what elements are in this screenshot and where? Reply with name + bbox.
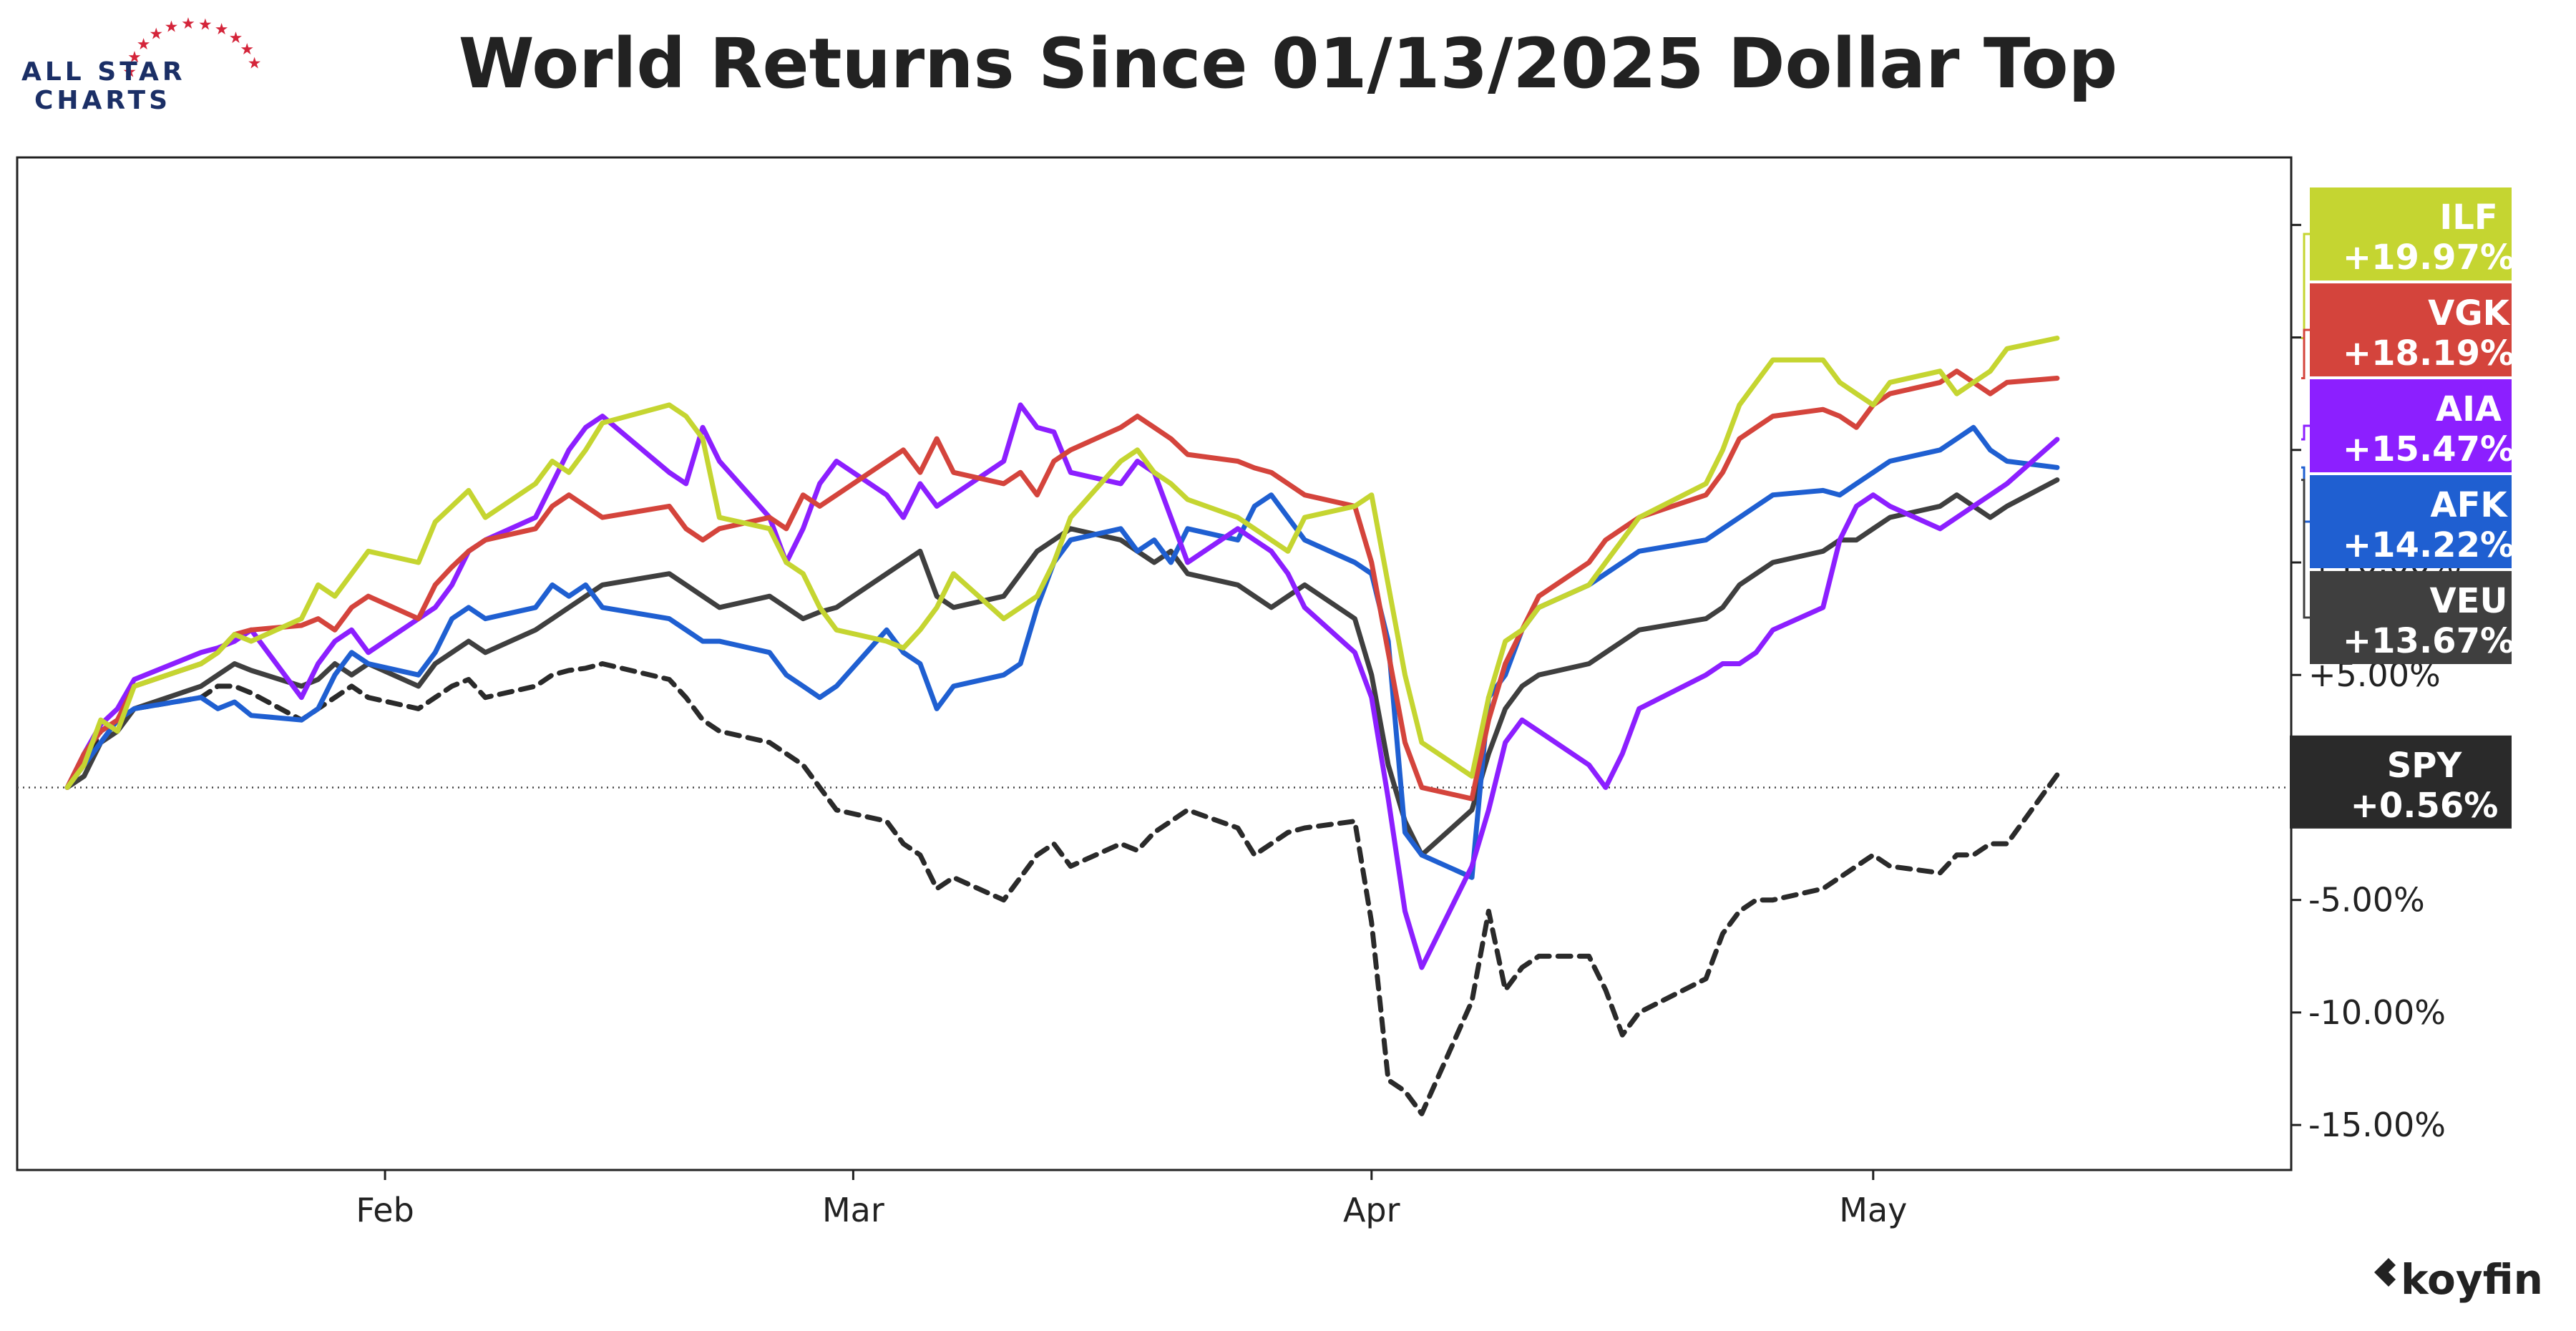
legend-connector xyxy=(2301,479,2310,619)
y-tick-label: -15.00% xyxy=(2308,1106,2446,1144)
legend-connector xyxy=(2301,328,2310,379)
series-lines xyxy=(64,336,2060,1116)
legend-ticker: SPY xyxy=(2387,746,2463,786)
logo-star-icon: ★ xyxy=(127,48,142,66)
x-tick-label: Feb xyxy=(356,1191,414,1229)
y-tick-label: -10.00% xyxy=(2308,993,2446,1032)
legend-value: +14.22% xyxy=(2343,525,2514,565)
legend-connector xyxy=(2301,466,2310,523)
logo-star-icon: ★ xyxy=(122,62,137,80)
logo-star-icon: ★ xyxy=(229,29,243,47)
logo-star-icon: ★ xyxy=(248,54,262,72)
logo-star-icon: ★ xyxy=(240,40,254,58)
logo-star-icon: ★ xyxy=(181,14,195,32)
logo-star-icon: ★ xyxy=(149,25,163,43)
koyfin-logo-icon xyxy=(2374,1258,2396,1287)
legend-badge-veu xyxy=(2310,571,2512,664)
legend-badges: ILF+19.97% VGK+18.19% AIA+15.47% AFK+14.22%… xyxy=(2290,187,2514,829)
series-line-spy xyxy=(64,661,2060,1116)
legend-value: +19.97% xyxy=(2343,238,2514,278)
series-line-veu xyxy=(64,477,2060,858)
all-star-charts-logo: ★★★★ ★ ★ ★ ★ ★★★ ALL STAR CHARTS xyxy=(21,14,261,115)
logo-star-icon: ★ xyxy=(198,15,213,33)
x-tick-label: Mar xyxy=(822,1191,884,1229)
watermark-text: koyfin xyxy=(2401,1255,2543,1304)
legend-connector xyxy=(2301,233,2310,339)
koyfin-watermark: koyfin xyxy=(2374,1255,2543,1304)
series-line-vgk xyxy=(64,369,2060,801)
legend-badge-spy xyxy=(2290,735,2512,829)
logo-star-icon: ★ xyxy=(215,20,229,38)
legend-value: +15.47% xyxy=(2343,429,2514,469)
logo-line1: ALL STAR xyxy=(21,57,186,87)
logo-line2: CHARTS xyxy=(34,86,171,115)
logo-star-icon: ★ xyxy=(137,35,151,53)
x-tick-label: May xyxy=(1839,1191,1907,1229)
x-axis-ticks: Feb Mar Apr May xyxy=(356,1170,1907,1229)
legend-ticker: AIA xyxy=(2436,389,2502,429)
x-tick-label: Apr xyxy=(1343,1191,1400,1229)
legend-connector xyxy=(2301,424,2310,441)
logo-star-icon: ★ xyxy=(165,18,179,36)
plot-frame xyxy=(16,156,2293,1171)
logo-stars-icon: ★★★★ ★ ★ ★ ★ ★★★ xyxy=(122,14,261,80)
series-line-ilf xyxy=(64,336,2060,790)
series-line-aia xyxy=(64,402,2060,970)
legend-value: +18.19% xyxy=(2343,333,2514,374)
legend-value: +13.67% xyxy=(2343,621,2514,661)
legend-badge-ilf xyxy=(2310,187,2512,281)
legend-ticker: ILF xyxy=(2439,198,2497,238)
legend-badge-afk xyxy=(2310,475,2512,568)
legend-ticker: VGK xyxy=(2428,293,2511,333)
legend-ticker: VEU xyxy=(2430,581,2508,621)
legend-badge-vgk xyxy=(2310,283,2512,376)
chart-title: World Returns Since 01/13/2025 Dollar To… xyxy=(459,24,2117,104)
legend-value: +0.56% xyxy=(2351,786,2499,826)
y-tick-label: -5.00% xyxy=(2308,881,2425,920)
legend-badge-aia xyxy=(2310,379,2512,472)
legend-ticker: AFK xyxy=(2430,485,2508,525)
